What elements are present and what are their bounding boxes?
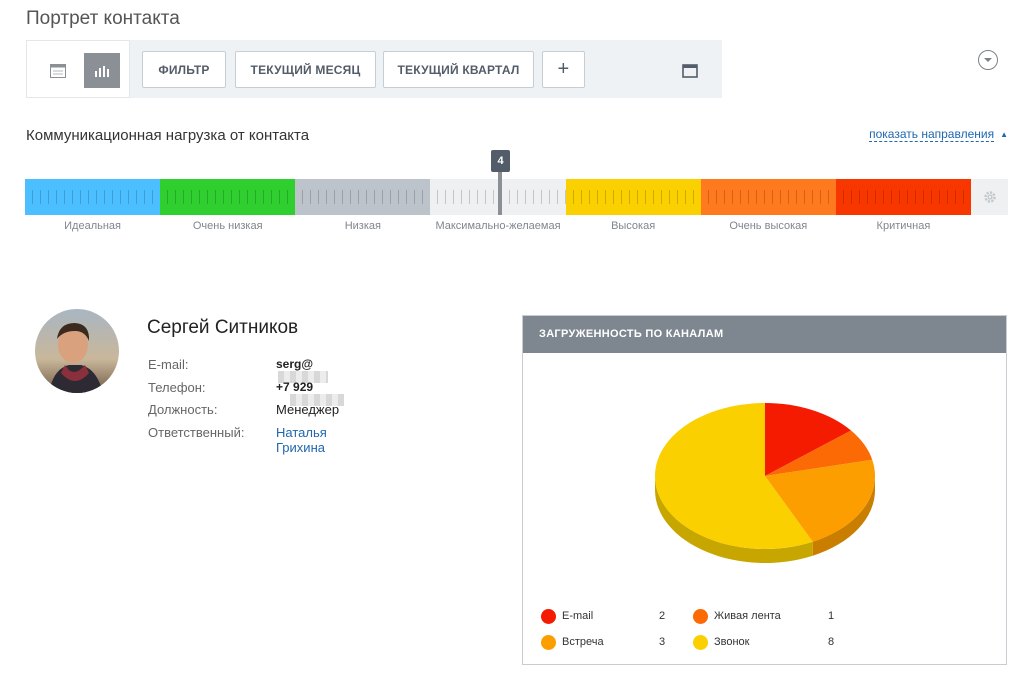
- legend-item: E-mail 2: [541, 608, 665, 624]
- current-month-button[interactable]: ТЕКУЩИЙ МЕСЯЦ: [235, 51, 376, 88]
- load-level-label: Идеальная: [64, 220, 121, 232]
- current-quarter-button[interactable]: ТЕКУЩИЙ КВАРТАЛ: [383, 51, 534, 88]
- contact-name: Сергей Ситников: [147, 317, 299, 338]
- load-level-label: Критичная: [876, 220, 931, 232]
- pie-slice-3[interactable]: [765, 459, 875, 542]
- legend-dot-icon: [693, 634, 708, 650]
- redacted-block: [290, 393, 344, 406]
- legend-value: 2: [659, 610, 666, 622]
- load-level-segment: [295, 179, 431, 215]
- legend-value: 8: [828, 636, 835, 648]
- load-scale: [25, 179, 971, 215]
- pie-slice-1[interactable]: [765, 403, 852, 476]
- responsible-link[interactable]: Наталья Грихина: [276, 424, 327, 455]
- legend-dot-icon: [541, 634, 556, 650]
- view-switch: [26, 40, 130, 98]
- load-level-segment: [835, 179, 971, 215]
- bar-chart-icon: [95, 65, 109, 77]
- legend-value: 3: [659, 636, 666, 648]
- load-level-segment: [25, 179, 161, 215]
- list-icon: [50, 63, 66, 78]
- phone-text[interactable]: +7 929: [276, 379, 314, 394]
- pie-slice-side: [812, 476, 875, 556]
- email-text[interactable]: serg@: [276, 357, 314, 371]
- filter-toolbar: ФИЛЬТР ТЕКУЩИЙ МЕСЯЦ ТЕКУЩИЙ КВАРТАЛ +: [26, 40, 722, 98]
- legend-item: Встреча 3: [541, 634, 665, 650]
- phone-value[interactable]: +7 929: [276, 380, 344, 408]
- load-section-title: Коммуникационная нагрузка от контакта: [26, 127, 310, 144]
- channels-panel: ЗАГРУЖЕННОСТЬ ПО КАНАЛАМ E-mail 2 Живая ле…: [522, 315, 1007, 665]
- chart-view-button[interactable]: [84, 53, 120, 88]
- show-directions-label[interactable]: показать направления: [869, 127, 995, 142]
- page-title: Портрет контакта: [26, 8, 180, 29]
- legend-item: Живая лента 1: [693, 608, 834, 624]
- load-level-segment: [700, 179, 836, 215]
- responsible-label: Ответственный:: [148, 424, 245, 440]
- pie-slice-4[interactable]: [654, 403, 813, 549]
- position-value: Менеджер: [276, 402, 340, 417]
- filter-button[interactable]: ФИЛЬТР: [142, 51, 226, 88]
- email-label: E-mail:: [148, 357, 189, 372]
- load-marker[interactable]: [498, 171, 502, 215]
- redacted-block: [278, 371, 328, 383]
- legend-label: Встреча: [562, 636, 604, 648]
- pie-slice-side: [655, 476, 813, 563]
- load-level-segment: [565, 179, 701, 215]
- window-icon[interactable]: [682, 64, 698, 83]
- pie-slice-2[interactable]: [765, 430, 873, 476]
- legend-label: Звонок: [714, 636, 750, 648]
- load-level-label: Низкая: [344, 220, 381, 232]
- position-label: Должность:: [148, 402, 218, 417]
- email-value[interactable]: serg@: [276, 357, 328, 385]
- load-scale-labels: Идеальная Очень низкая Низкая Максимально-ж…: [25, 220, 971, 232]
- legend-item: Звонок 8: [693, 634, 834, 650]
- legend-label: Живая лента: [714, 610, 781, 622]
- gear-icon: [983, 191, 996, 203]
- legend-dot-icon: [693, 608, 708, 624]
- add-filter-button[interactable]: +: [542, 51, 585, 88]
- show-directions-link[interactable]: показать направления ▲: [869, 127, 1008, 142]
- channels-pie-chart: [654, 403, 875, 563]
- avatar: [35, 309, 119, 393]
- phone-label: Телефон:: [148, 379, 206, 395]
- load-level-segment: [430, 179, 566, 215]
- chevron-down-icon[interactable]: [978, 50, 998, 70]
- scale-settings-button[interactable]: [971, 179, 1008, 215]
- load-level-label: Очень низкая: [192, 220, 263, 232]
- legend-label: E-mail: [562, 610, 594, 622]
- channels-panel-title: ЗАГРУЖЕННОСТЬ ПО КАНАЛАМ: [523, 316, 1006, 353]
- legend-dot-icon: [541, 608, 556, 624]
- load-level-label: Максимально-желаемая: [435, 220, 561, 232]
- list-view-button[interactable]: [40, 53, 76, 88]
- load-level-label: Высокая: [611, 220, 656, 232]
- load-level-label: Очень высокая: [729, 220, 808, 232]
- legend-value: 1: [828, 610, 835, 622]
- caret-up-icon: ▲: [1000, 130, 1008, 139]
- load-marker-value: 4: [491, 150, 510, 172]
- load-level-segment: [160, 179, 296, 215]
